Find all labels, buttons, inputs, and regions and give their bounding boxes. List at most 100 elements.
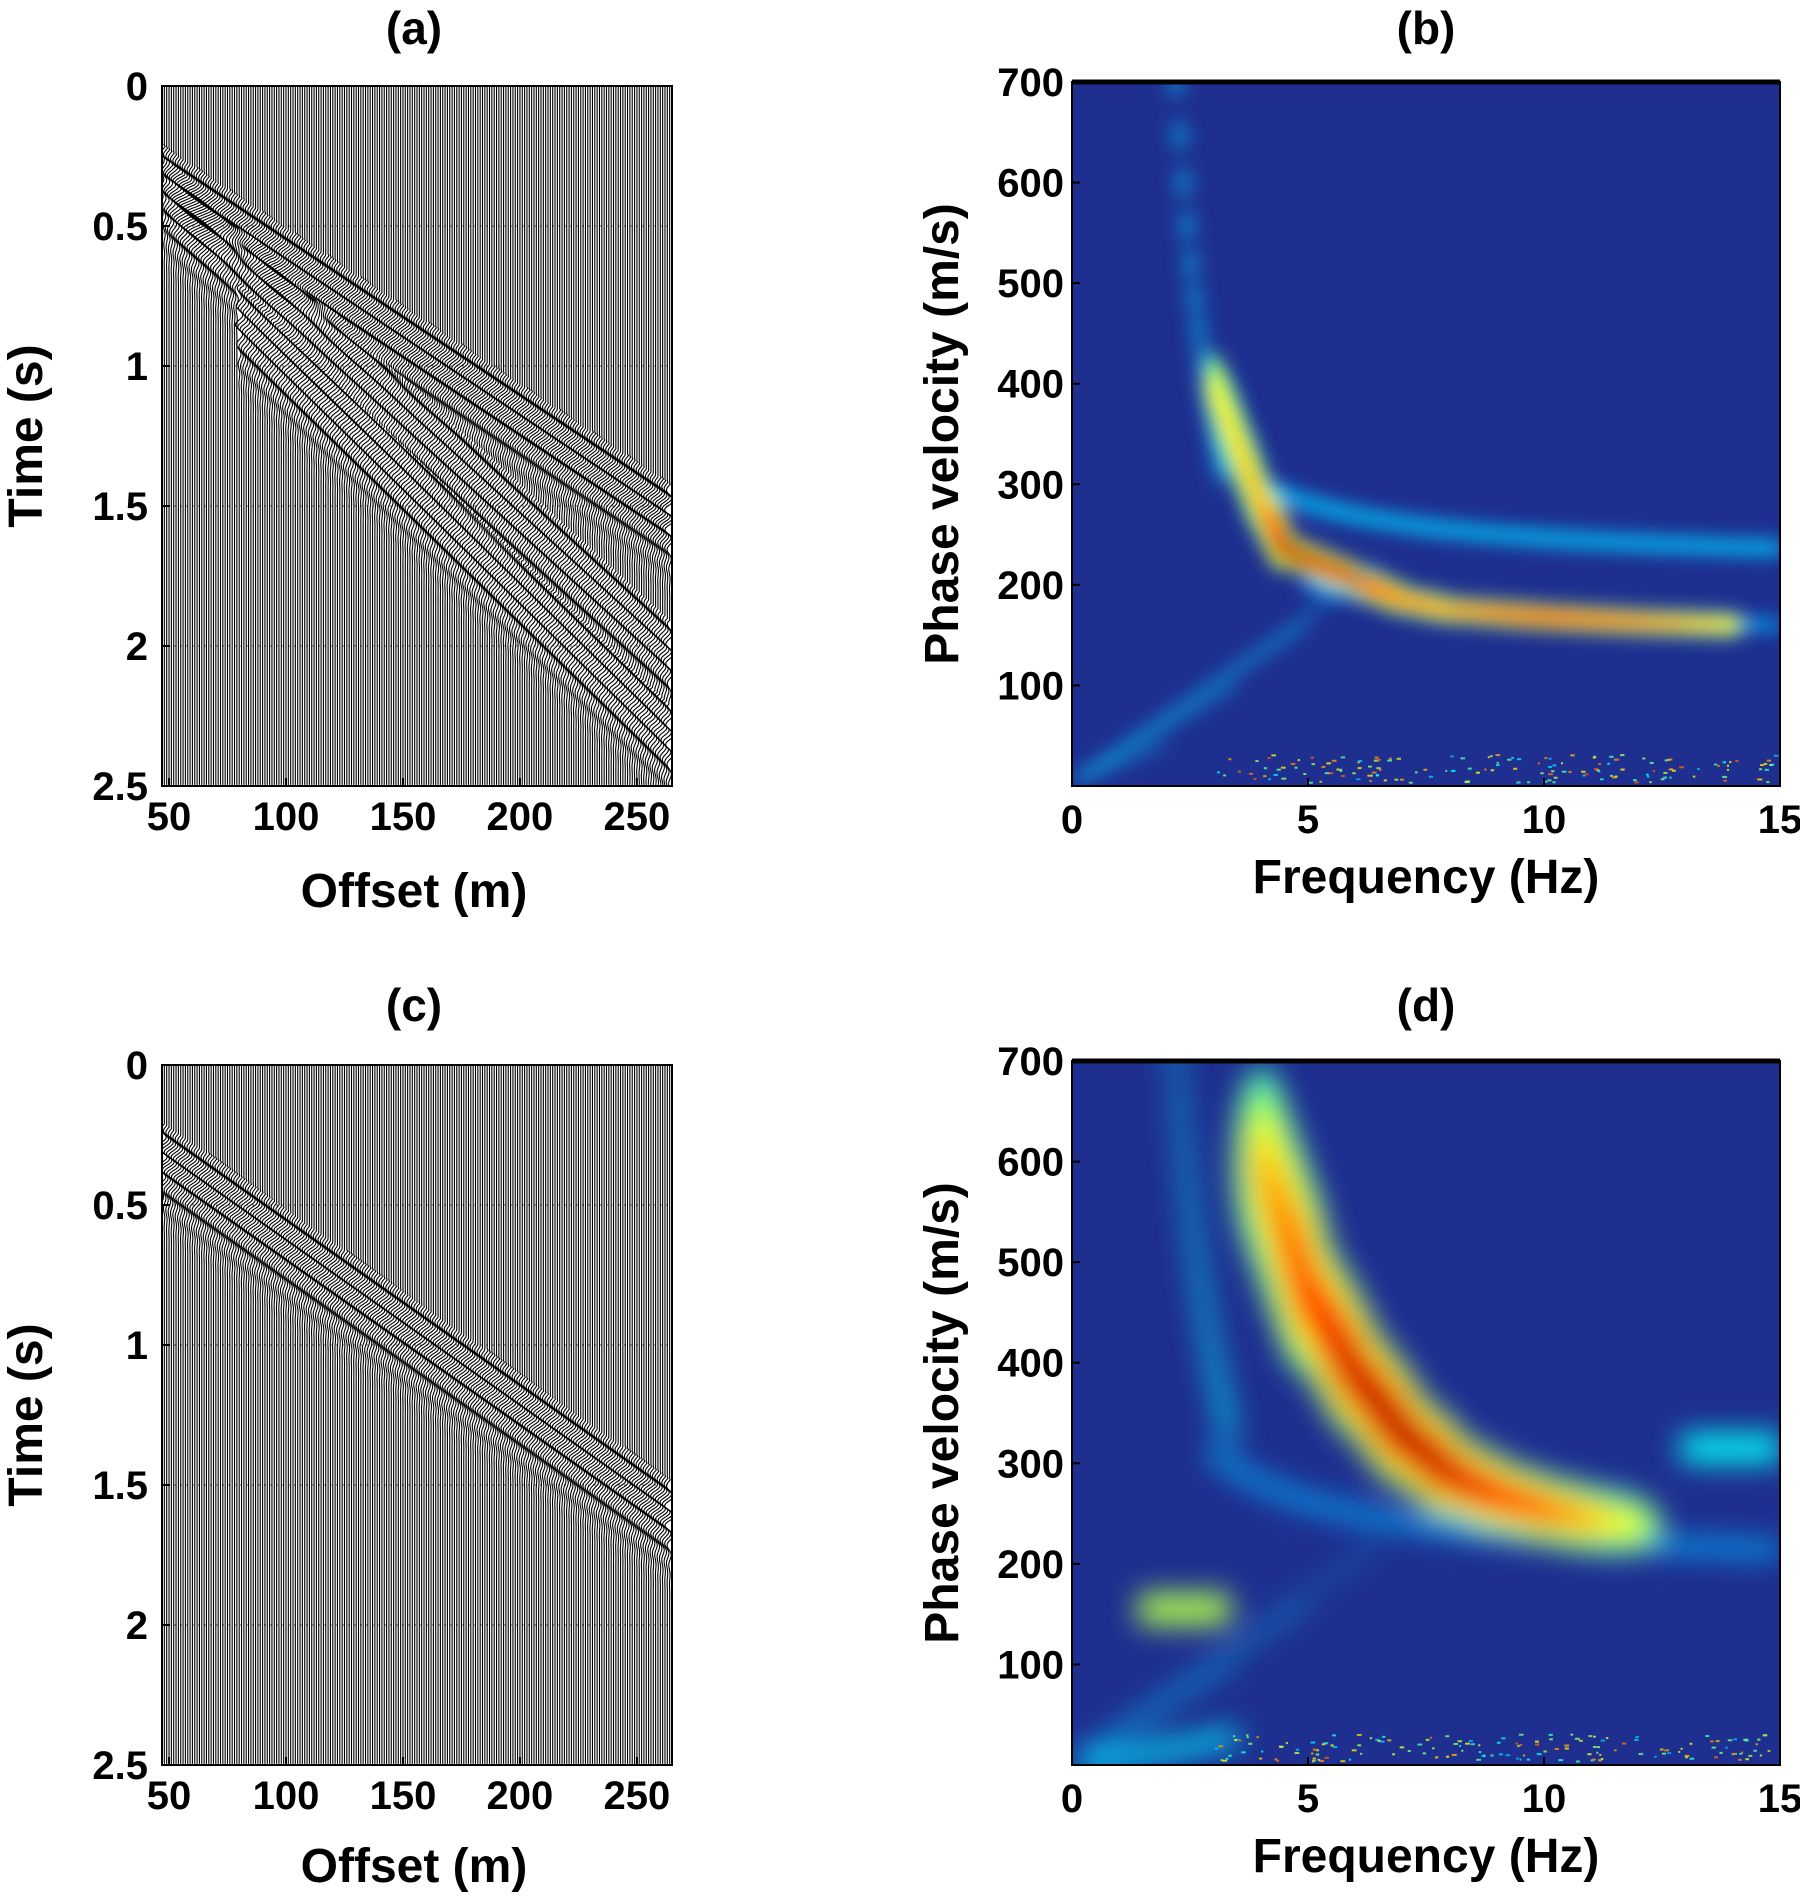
panel-a-trace — [254, 86, 266, 785]
panel-a-trace — [352, 86, 365, 785]
panel-a-trace — [453, 86, 465, 785]
panel-a-trace — [610, 86, 622, 785]
panel-b-ytick-label: 500 — [997, 262, 1064, 306]
panel-a-trace — [460, 86, 472, 785]
panel-c-trace — [252, 1065, 264, 1764]
panel-a-trace — [192, 86, 211, 785]
panel-c-trace — [516, 1065, 528, 1764]
panel-a-trace — [640, 86, 653, 785]
panel-a-xtick-label: 250 — [604, 795, 671, 839]
panel-a-trace — [355, 86, 367, 785]
panel-c-trace — [626, 1065, 638, 1764]
panel-a-trace — [535, 86, 547, 785]
panel-c-trace — [285, 1065, 297, 1764]
panel-a-trace — [488, 86, 500, 785]
panel-c-trace — [219, 1065, 231, 1764]
panel-a-trace — [413, 86, 426, 785]
panel-a-trace — [390, 86, 402, 785]
panel-c-trace — [537, 1065, 550, 1764]
panel-a-trace — [631, 86, 643, 785]
panel-a-trace — [493, 86, 505, 785]
panel-a-trace — [626, 86, 638, 785]
panel-c-trace — [282, 1065, 295, 1764]
panel-a-trace — [283, 86, 298, 785]
panel-a-trace — [395, 86, 407, 785]
panel-c-trace — [385, 1065, 397, 1764]
panel-d-ytick-label: 100 — [997, 1643, 1064, 1687]
panel-c-trace — [271, 1065, 283, 1764]
panel-a-trace — [633, 86, 646, 785]
panel-c-trace — [289, 1065, 302, 1764]
panel-c-trace — [245, 1065, 257, 1764]
panel-c-trace — [577, 1065, 589, 1764]
panel-c-trace — [423, 1065, 435, 1764]
panel-a-trace — [624, 86, 636, 785]
panel-c-trace — [247, 1065, 259, 1764]
panel-d-xtick-label: 5 — [1297, 1777, 1319, 1821]
panel-a-trace — [519, 86, 531, 785]
panel-c-trace — [238, 1065, 250, 1764]
panel-a-xtick-label: 200 — [487, 795, 554, 839]
panel-c-trace — [542, 1065, 554, 1764]
panel-d-ticks: 0 5 10 15 100 200 300 400 500 600 700 — [997, 1040, 1800, 1821]
panel-c-trace — [397, 1065, 409, 1764]
panel-b: (b) 0 5 10 15 100 200 300 400 500 600 700 Frequenc… — [916, 2, 1800, 904]
panel-c-trace — [460, 1065, 472, 1764]
panel-a-trace — [654, 86, 666, 785]
panel-a-trace — [504, 86, 517, 785]
panel-a-trace — [561, 86, 573, 785]
panel-c-trace — [212, 1065, 224, 1764]
panel-a-trace — [600, 86, 613, 785]
panel-c-ylabel: Time (s) — [0, 1323, 53, 1506]
panel-a-trace — [441, 86, 454, 785]
panel-d-ytick-label: 700 — [997, 1040, 1064, 1084]
panel-c-trace — [441, 1065, 454, 1764]
panel-c-trace — [455, 1065, 468, 1764]
panel-c-trace — [519, 1065, 531, 1764]
panel-c-trace — [329, 1065, 341, 1764]
panel-c-trace — [502, 1065, 514, 1764]
panel-a-trace — [329, 86, 341, 785]
panel-c-trace — [399, 1065, 412, 1764]
panel-c-trace — [491, 1065, 503, 1764]
panel-a-trace — [369, 86, 381, 785]
panel-a-trace — [378, 86, 390, 785]
panel-c-trace — [631, 1065, 643, 1764]
panel-c-trace — [378, 1065, 390, 1764]
panel-a-plot-area — [162, 86, 672, 786]
panel-a-trace — [197, 86, 215, 785]
panel-c-trace — [360, 1065, 372, 1764]
panel-b-plot-area — [1072, 82, 1780, 786]
panel-a-trace — [420, 86, 432, 785]
panel-c-trace — [184, 1065, 196, 1764]
panel-a-trace — [235, 86, 247, 785]
panel-a-trace — [348, 86, 360, 785]
panel-a-trace — [200, 86, 218, 785]
panel-a-trace — [495, 86, 507, 785]
panel-c-trace — [200, 1065, 213, 1764]
panel-c-trace — [203, 1065, 215, 1764]
panel-c-trace — [411, 1065, 423, 1764]
panel-c-trace — [593, 1065, 606, 1764]
panel-a-trace — [642, 86, 655, 785]
panel-c-trace — [376, 1065, 388, 1764]
panel-a-trace — [650, 86, 662, 785]
panel-a-trace — [469, 86, 482, 785]
panel-c-trace — [317, 1065, 330, 1764]
panel-a-ytick-label: 1.5 — [92, 485, 148, 529]
panel-a-trace — [472, 86, 484, 785]
panel-c-trace — [598, 1065, 610, 1764]
panel-a-trace — [322, 86, 334, 785]
panel-a-trace — [537, 86, 550, 785]
panel-c-trace — [296, 1065, 309, 1764]
panel-c-trace — [636, 1065, 648, 1764]
panel-c-trace — [462, 1065, 475, 1764]
panel-a-trace — [530, 86, 543, 785]
panel-c-trace — [324, 1065, 337, 1764]
panel-c-trace — [582, 1065, 594, 1764]
panel-c-trace — [315, 1065, 327, 1764]
panel-a-trace — [278, 86, 294, 785]
panel-c-trace — [448, 1065, 461, 1764]
panel-c-trace — [261, 1065, 274, 1764]
panel-c-trace — [622, 1065, 634, 1764]
